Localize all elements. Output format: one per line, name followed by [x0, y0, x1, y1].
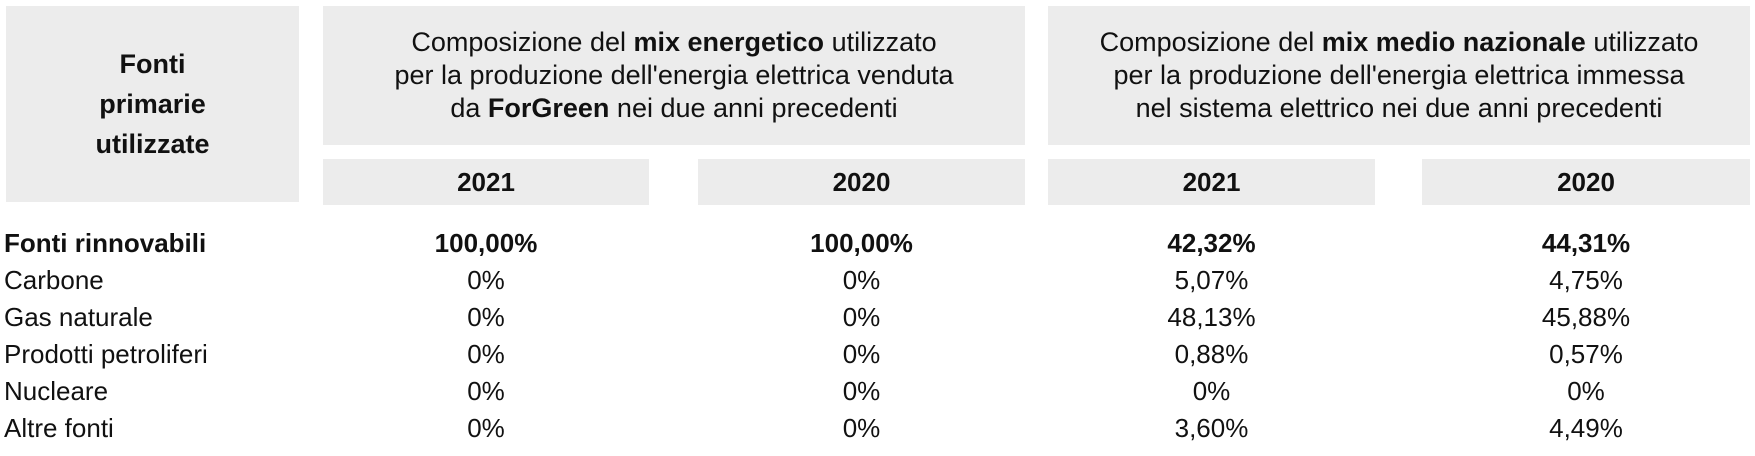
table-row-nucleare: Nucleare 0% 0% 0% 0% [0, 372, 1755, 410]
cell-national-2020: 0,57% [1549, 339, 1623, 369]
header-forgreen-line-2: per la produzione dell'energia elettrica… [394, 60, 954, 90]
cell-national-2020: 44,31% [1541, 228, 1631, 258]
cell-forgreen-2021: 0% [467, 339, 505, 369]
row-label: Altre fonti [4, 413, 114, 443]
cell-national-2021: 5,07% [1174, 265, 1249, 295]
cell-forgreen-2020: 0% [842, 302, 881, 332]
year-header-national-2020: 2020 [1422, 159, 1750, 205]
cell-forgreen-2020: 0% [842, 265, 881, 295]
header-primary-sources-line-3: utilizzate [95, 129, 210, 159]
header-national-line-1-post: utilizzato [1585, 27, 1699, 57]
cell-national-2020: 4,75% [1549, 265, 1623, 295]
row-label: Fonti rinnovabili [4, 228, 207, 258]
header-forgreen-line-3-post: nei due anni precedenti [609, 93, 898, 123]
table-row-carbone: Carbone 0% 0% 5,07% 4,75% [0, 261, 1755, 299]
cell-national-2021: 3,60% [1174, 413, 1249, 443]
cell-national-2021: 0% [1192, 376, 1231, 406]
table-row-altre-fonti: Altre fonti 0% 0% 3,60% 4,49% [0, 409, 1755, 447]
header-forgreen-line-1-post: utilizzato [824, 27, 937, 57]
cell-national-2020: 0% [1567, 376, 1605, 406]
header-forgreen-mix: Composizione del mix energetico utilizza… [323, 6, 1025, 145]
cell-national-2020: 4,49% [1549, 413, 1623, 443]
cell-forgreen-2021: 0% [467, 265, 505, 295]
header-national-line-1-bold: mix medio nazionale [1321, 27, 1586, 57]
header-primary-sources-line-1: Fonti [119, 49, 186, 79]
cell-forgreen-2021: 0% [467, 302, 505, 332]
header-national-line-2: per la produzione dell'energia elettrica… [1113, 60, 1685, 90]
table-row-fonti-rinnovabili: Fonti rinnovabili 100,00% 100,00% 42,32%… [0, 224, 1755, 262]
cell-forgreen-2021: 0% [467, 413, 505, 443]
cell-forgreen-2020: 0% [842, 339, 881, 369]
row-label: Nucleare [4, 376, 109, 406]
cell-forgreen-2021: 0% [467, 376, 505, 406]
header-forgreen-line-3-bold: ForGreen [487, 93, 610, 123]
header-national-line-1-pre: Composizione del [1099, 27, 1322, 57]
cell-national-2020: 45,88% [1541, 302, 1631, 332]
header-forgreen-line-1: Composizione del mix energetico utilizza… [411, 26, 936, 59]
cell-national-2021: 0,88% [1174, 339, 1249, 369]
header-forgreen-line-3: da ForGreen nei due anni precedenti [450, 92, 897, 125]
cell-forgreen-2020: 0% [842, 376, 881, 406]
header-national-line-1: Composizione del mix medio nazionale uti… [1100, 26, 1699, 59]
header-forgreen-line-1-pre: Composizione del [411, 27, 634, 57]
header-primary-sources-line-2: primarie [99, 89, 206, 119]
cell-national-2021: 42,32% [1167, 228, 1256, 258]
header-forgreen-line-3-pre: da [450, 93, 488, 123]
header-primary-sources: Fonti primarie utilizzate [6, 6, 299, 202]
row-label: Carbone [4, 265, 104, 295]
table-row-prodotti-petroliferi: Prodotti petroliferi 0% 0% 0,88% 0,57% [0, 335, 1755, 373]
year-header-forgreen-2020: 2020 [698, 159, 1025, 205]
cell-forgreen-2021: 100,00% [434, 228, 538, 258]
header-national-line-3: nel sistema elettrico nei due anni prece… [1135, 93, 1663, 123]
cell-forgreen-2020: 0% [842, 413, 881, 443]
header-forgreen-line-1-bold: mix energetico [633, 27, 825, 57]
cell-forgreen-2020: 100,00% [810, 228, 913, 258]
row-label: Prodotti petroliferi [4, 339, 208, 369]
cell-national-2021: 48,13% [1167, 302, 1256, 332]
table-row-gas-naturale: Gas naturale 0% 0% 48,13% 45,88% [0, 298, 1755, 336]
row-label: Gas naturale [4, 302, 153, 332]
year-header-forgreen-2021: 2021 [323, 159, 649, 205]
header-national-mix: Composizione del mix medio nazionale uti… [1048, 6, 1750, 145]
year-header-national-2021: 2021 [1048, 159, 1375, 205]
